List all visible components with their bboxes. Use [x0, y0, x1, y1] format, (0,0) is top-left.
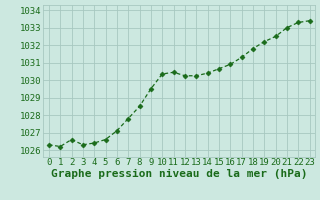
X-axis label: Graphe pression niveau de la mer (hPa): Graphe pression niveau de la mer (hPa): [51, 169, 308, 179]
